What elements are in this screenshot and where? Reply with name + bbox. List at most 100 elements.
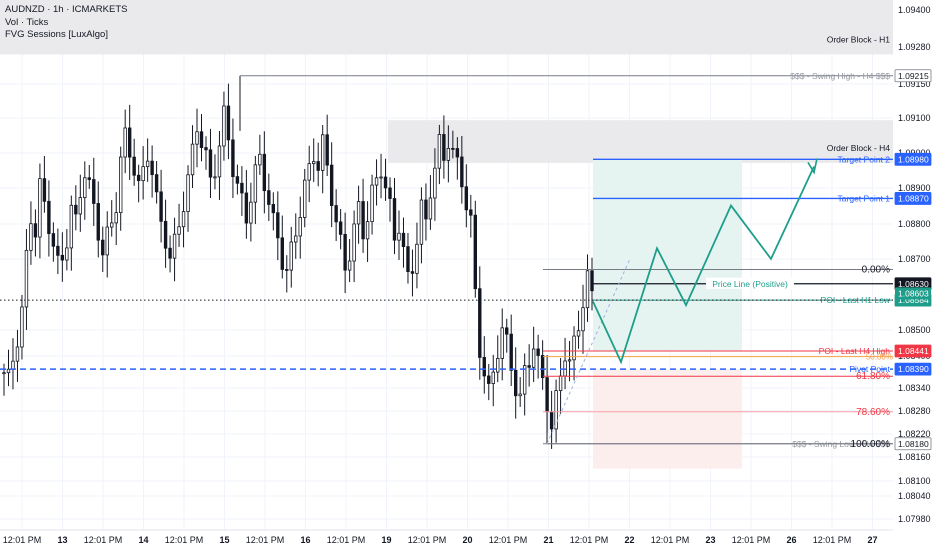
- time-tick-label: 12:01 PM: [408, 535, 447, 545]
- time-tick-label: 12:01 PM: [489, 535, 528, 545]
- candle-body: [168, 247, 172, 259]
- candle-body: [347, 260, 352, 271]
- candle-body: [163, 220, 168, 249]
- candle-body: [469, 209, 473, 216]
- candle-body: [473, 214, 477, 290]
- candle-body: [101, 239, 105, 256]
- time-tick-label: 21: [543, 535, 553, 545]
- candle-body: [56, 245, 60, 256]
- candle-body: [383, 176, 388, 189]
- candle-body: [47, 200, 51, 234]
- candle-body: [329, 164, 334, 206]
- time-tick-label: 14: [138, 535, 148, 545]
- candle-body: [558, 375, 563, 392]
- time-tick-label: 12:01 PM: [246, 535, 285, 545]
- candle-body: [280, 237, 284, 270]
- candle-body: [460, 156, 464, 188]
- level-label: 0.00%: [862, 265, 890, 276]
- price-tick-label: 1.07980: [898, 514, 931, 524]
- candle-body: [437, 134, 442, 169]
- price-tag-text: 1.08180: [898, 439, 929, 449]
- candle-body: [186, 174, 190, 212]
- level-label: POI - Last H4 High: [819, 346, 891, 356]
- candle-body: [455, 148, 460, 158]
- candle-body: [15, 346, 20, 362]
- candle-body: [433, 167, 437, 199]
- candle-body: [267, 190, 271, 205]
- candle-body: [352, 223, 356, 262]
- candle-body: [127, 127, 132, 158]
- price-tag: [894, 362, 932, 376]
- candle-body: [83, 177, 87, 198]
- candle-body: [581, 307, 585, 332]
- time-tick-label: 12:01 PM: [327, 535, 366, 545]
- candle-body: [374, 177, 379, 186]
- time-tick-label: 16: [300, 535, 310, 545]
- price-tick-label: 1.08160: [898, 452, 931, 462]
- candle-body: [464, 186, 469, 211]
- price-tick-label: 1.08340: [898, 383, 931, 393]
- symbol-title[interactable]: AUDNZD · 1h · ICMARKETS: [5, 4, 128, 15]
- time-tick-label: 22: [624, 535, 634, 545]
- candle-body: [540, 355, 545, 379]
- candle-body: [110, 222, 114, 228]
- candle-body: [356, 201, 361, 225]
- candle-body: [222, 105, 226, 147]
- time-tick-label: 12:01 PM: [3, 535, 42, 545]
- candle-body: [410, 271, 415, 274]
- price-tick-label: 1.09150: [898, 79, 931, 89]
- time-tick-label: 12:01 PM: [570, 535, 609, 545]
- candle-body: [123, 127, 127, 158]
- candle-body: [531, 348, 536, 368]
- price-tick-label: 1.08040: [898, 491, 931, 501]
- candle-body: [505, 327, 509, 335]
- price-tag-text: 1.08390: [898, 364, 929, 374]
- candle-body: [132, 156, 136, 176]
- candle-body: [78, 197, 83, 215]
- candle-body: [119, 156, 123, 214]
- candle-body: [509, 333, 513, 371]
- price-tag: [894, 437, 932, 451]
- candle-body: [213, 176, 217, 179]
- candle-body: [379, 176, 383, 179]
- candle-body: [20, 306, 24, 348]
- time-tick-label: 12:01 PM: [84, 535, 123, 545]
- indicator-fvg-sessions[interactable]: FVG Sessions [LuxAlgo]: [5, 29, 108, 40]
- candle-body: [338, 221, 343, 235]
- candle-body: [365, 221, 370, 240]
- candle-body: [2, 372, 6, 375]
- price-tag-text: 1.08603: [898, 288, 929, 298]
- candle-body: [172, 233, 177, 259]
- order-block-label: Order Block - H4: [827, 143, 891, 153]
- candle-body: [87, 177, 91, 180]
- price-tag-text: 1.08630: [898, 279, 929, 289]
- candle-body: [567, 359, 572, 362]
- candle-body: [576, 330, 581, 337]
- price-tag-text: 1.08584: [898, 295, 929, 305]
- level-label: 61.80%: [856, 371, 890, 382]
- candle-body: [392, 198, 397, 241]
- candle-body: [249, 201, 253, 224]
- time-tick-label: 12:01 PM: [732, 535, 771, 545]
- candle-body: [442, 134, 446, 161]
- indicator-volume[interactable]: Vol · Ticks: [5, 16, 49, 28]
- candle-body: [114, 212, 118, 224]
- candle-body: [65, 247, 69, 261]
- candle-body: [96, 203, 100, 241]
- level-label: POI - Last H1 Low: [821, 295, 891, 305]
- candle-body: [585, 270, 590, 309]
- price-tick-label: 1.08100: [898, 476, 931, 486]
- candle-body: [428, 197, 433, 220]
- level-label: $$$ - Swing High - H4 $$$: [790, 71, 890, 81]
- price-tick-label: 1.09400: [898, 5, 931, 15]
- candle-body: [285, 269, 289, 271]
- price-tag: [894, 192, 932, 205]
- level-label: Pivot Point: [849, 364, 890, 374]
- price-tag: [894, 69, 932, 83]
- price-tick-label: 1.08800: [898, 219, 931, 229]
- chart-legend: AUDNZD · 1h · ICMARKETS Vol · Ticks FVG …: [5, 4, 127, 42]
- candle-body: [513, 369, 518, 397]
- candle-body: [38, 178, 42, 238]
- candle-body: [235, 176, 240, 184]
